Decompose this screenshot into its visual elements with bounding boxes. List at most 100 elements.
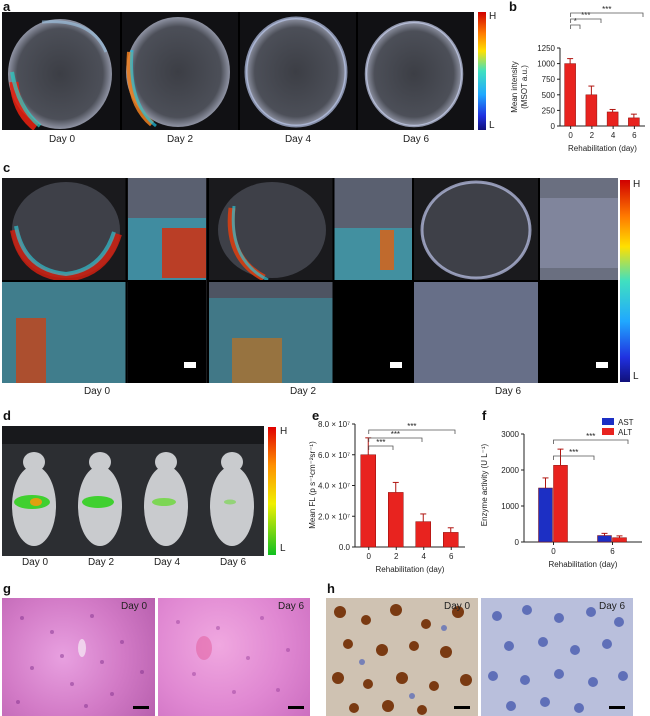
- scale-low-label: L: [489, 120, 495, 131]
- he-stain-day6: [158, 598, 310, 716]
- y-tick-label: 750: [542, 75, 556, 84]
- significance-label: ***: [586, 432, 595, 441]
- significance-bracket: [368, 445, 394, 450]
- bar: [585, 94, 598, 127]
- bar: [564, 63, 576, 127]
- y-axis-label: Enzyme activity (U L⁻¹): [480, 443, 489, 526]
- y-tick-label: 500: [542, 91, 556, 100]
- y-tick-label: 250: [542, 106, 556, 115]
- bar: [606, 111, 619, 127]
- day-label: Day 6: [278, 601, 305, 612]
- y-tick-label: 1250: [537, 44, 555, 53]
- day-label: Day 6: [494, 386, 522, 397]
- x-axis-label: Rehabilitation (day): [549, 560, 618, 569]
- significance-bracket: [570, 12, 644, 17]
- scale-bar: [609, 706, 625, 709]
- mouse-fluorescence-images: [2, 426, 264, 556]
- scale-bar: [596, 362, 608, 368]
- panel-d-label: d: [3, 408, 11, 423]
- scale-bar: [390, 362, 402, 368]
- day-label: Day 0: [48, 134, 76, 145]
- significance-label: ***: [581, 11, 590, 20]
- day-label: Day 0: [83, 386, 111, 397]
- chart-f: 0 1000 2000 3000 0 6 *** *** Rehabilitation (day…: [480, 418, 642, 569]
- day-label: Day 6: [599, 601, 626, 612]
- day-label: Day 6: [402, 134, 430, 145]
- x-tick-label: 6: [610, 547, 615, 556]
- x-tick-label: 6: [632, 131, 637, 140]
- scale-high-label: H: [633, 179, 641, 190]
- day-label: Day 0: [444, 601, 471, 612]
- day-label: Day 4: [153, 557, 181, 568]
- scale-bar: [133, 706, 149, 709]
- green-red-scale-bar: [268, 427, 276, 555]
- day-label: Day 0: [21, 557, 49, 568]
- scale-bar: [288, 706, 304, 709]
- y-tick-label: 8.0 × 10⁷: [318, 420, 350, 429]
- bar: [443, 532, 459, 548]
- rainbow-scale-bar: [620, 180, 630, 382]
- y-tick-label: 6.0 × 10⁷: [318, 451, 350, 460]
- panel-f-label: f: [482, 408, 487, 423]
- x-tick-label: 0: [568, 131, 573, 140]
- significance-label: ***: [376, 438, 385, 447]
- ihc-stain-day0: [326, 598, 478, 716]
- bar: [538, 487, 553, 543]
- significance-label: ***: [391, 430, 400, 439]
- y-tick-label: 2.0 × 10⁷: [318, 512, 350, 521]
- x-tick-label: 0: [367, 552, 372, 561]
- chart-e: 0.0 2.0 × 10⁷ 4.0 × 10⁷ 6.0 × 10⁷ 8.0 × 10⁷ 0…: [308, 420, 465, 574]
- bar: [553, 465, 568, 543]
- scale-high-label: H: [280, 426, 288, 437]
- legend-label: ALT: [618, 428, 632, 437]
- msot-liver-images: [2, 12, 474, 130]
- significance-label: ***: [407, 422, 416, 431]
- panel-e-label: e: [312, 408, 320, 423]
- bar: [612, 537, 627, 543]
- day-label: Day 0: [121, 601, 148, 612]
- bar: [388, 492, 404, 548]
- panel-a-label: a: [3, 0, 11, 14]
- y-tick-label: 1000: [537, 60, 555, 69]
- legend-swatch: [602, 428, 614, 435]
- panel-a-images: [2, 12, 474, 130]
- x-tick-label: 4: [611, 131, 616, 140]
- day-label: Day 6: [219, 557, 247, 568]
- y-tick-label: 0.0: [339, 543, 351, 552]
- scale-low-label: L: [280, 543, 286, 554]
- x-tick-label: 6: [449, 552, 454, 561]
- panel-c-label: c: [3, 160, 11, 175]
- bar: [360, 454, 376, 548]
- day-label: Day 2: [289, 386, 317, 397]
- x-tick-label: 0: [551, 547, 556, 556]
- x-axis-label: Rehabilitation (day): [376, 565, 445, 574]
- y-tick-label: 2000: [501, 466, 519, 475]
- bar: [628, 117, 640, 127]
- significance-bracket: [570, 24, 581, 29]
- bar: [597, 535, 612, 543]
- significance-bracket: [368, 437, 423, 442]
- scale-bar: [184, 362, 196, 368]
- significance-label: *: [574, 17, 577, 26]
- y-tick-label: 0: [515, 538, 520, 547]
- legend-label: AST: [618, 418, 634, 427]
- legend-swatch: [602, 418, 614, 425]
- day-label: Day 4: [284, 134, 312, 145]
- scale-low-label: L: [633, 371, 639, 382]
- significance-bracket: [553, 455, 595, 460]
- panel-c-images: [2, 178, 618, 383]
- bar: [415, 521, 431, 548]
- day-label: Day 2: [87, 557, 115, 568]
- ihc-stain-day6: [481, 598, 633, 716]
- rainbow-scale-bar: [478, 12, 486, 130]
- y-tick-label: 1000: [501, 502, 519, 511]
- y-axis-label: Mean FL (p s⁻¹cm⁻²sr⁻¹): [308, 441, 317, 529]
- scale-high-label: H: [489, 11, 497, 22]
- panel-b-label: b: [509, 0, 517, 14]
- y-axis-label: (MSOT a.u.): [520, 65, 529, 109]
- scale-bar: [454, 706, 470, 709]
- y-tick-label: 4.0 × 10⁷: [318, 482, 350, 491]
- y-axis-label: Mean intensity: [510, 61, 519, 113]
- x-tick-label: 4: [422, 552, 427, 561]
